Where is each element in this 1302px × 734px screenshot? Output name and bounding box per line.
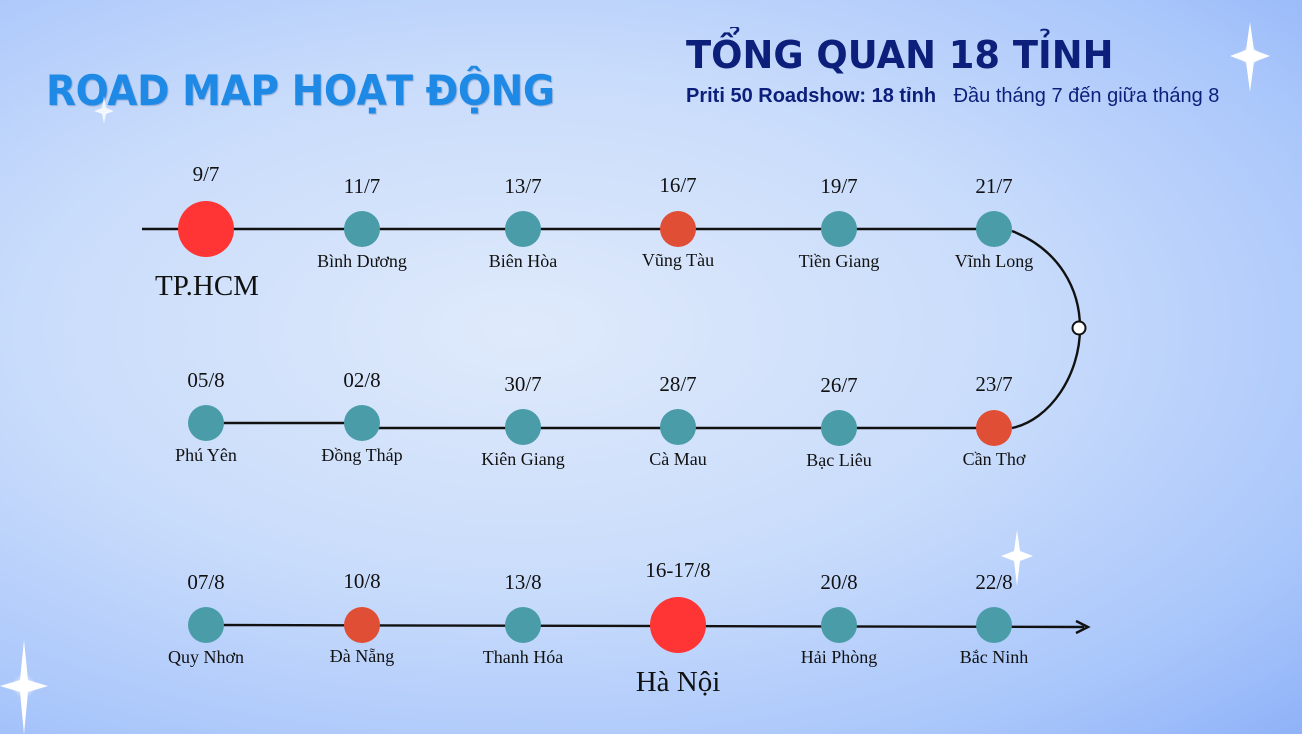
stop-marker: [188, 607, 224, 643]
stop-b-c-ninh: 22/8 Bắc Ninh: [960, 570, 1028, 667]
stop-marker: [178, 201, 234, 257]
stop-date: 9/7: [193, 162, 220, 186]
route-lines: [142, 227, 1091, 635]
stop-date: 05/8: [187, 368, 224, 392]
stop-c-mau: 28/7 Cà Mau: [649, 372, 707, 469]
stop-b-nh-d-ng: 11/7 Bình Dương: [317, 174, 407, 271]
roadshow-subtitle: Priti 50 Roadshow: 18 tỉnh: [686, 85, 937, 107]
stop-place: Thanh Hóa: [483, 647, 563, 667]
stop-marker: [344, 211, 380, 247]
stop-marker: [505, 409, 541, 445]
stop-place: Bình Dương: [317, 251, 407, 271]
stop-marker: [976, 607, 1012, 643]
period-subtitle: Đầu tháng 7 đến giữa tháng 8: [953, 85, 1220, 107]
arrow-right-icon: [1075, 619, 1091, 635]
page-title: ROAD MAP HOẠT ĐỘNG: [46, 66, 555, 115]
stop-marker: [821, 607, 857, 643]
stop-date: 30/7: [504, 372, 541, 396]
stop-v-nh-long: 21/7 Vĩnh Long: [955, 174, 1034, 271]
stop-date: 22/8: [975, 570, 1012, 594]
stop-marker: [650, 597, 706, 653]
stop-date: 26/7: [820, 373, 857, 397]
stop-place: Hà Nội: [636, 666, 721, 698]
stop-place: Phú Yên: [175, 445, 237, 465]
stop-date: 07/8: [187, 570, 224, 594]
stop-date: 16-17/8: [645, 558, 710, 582]
connector-node: [1071, 320, 1087, 336]
stop-place: TP.HCM: [155, 270, 259, 302]
stop-marker: [505, 607, 541, 643]
stop-tp-hcm: 9/7 TP.HCM: [155, 162, 259, 302]
route-line-row-2: [206, 421, 994, 430]
stop-bi-n-h-a: 13/7 Biên Hòa: [489, 174, 557, 271]
stop-date: 28/7: [659, 372, 696, 396]
stop-quy-nh-n: 07/8 Quy Nhơn: [168, 570, 244, 667]
stop-marker: [660, 211, 696, 247]
stop-date: 20/8: [820, 570, 857, 594]
stop-place: Cà Mau: [649, 449, 707, 469]
stop-date: 19/7: [820, 174, 857, 198]
stop-place: Vũng Tàu: [642, 250, 714, 270]
stop-date: 23/7: [975, 372, 1012, 396]
stop-place: Bắc Ninh: [960, 647, 1028, 667]
stop-marker: [976, 410, 1012, 446]
stop-marker: [188, 405, 224, 441]
stop-place: Bạc Liêu: [806, 450, 871, 470]
stop-marker: [505, 211, 541, 247]
stop-date: 13/7: [504, 174, 541, 198]
stop-date: 11/7: [344, 174, 381, 198]
stop-place: Hải Phòng: [801, 647, 878, 667]
stop-place: Đà Nẵng: [330, 646, 394, 666]
stop-marker: [660, 409, 696, 445]
stop-v-ng-t-u: 16/7 Vũng Tàu: [642, 173, 714, 270]
stop-place: Đồng Tháp: [321, 445, 402, 465]
stop-date: 16/7: [659, 173, 696, 197]
stop-c-n-th-: 23/7 Cần Thơ: [963, 372, 1026, 469]
stop-ti-n-giang: 19/7 Tiền Giang: [799, 174, 880, 271]
route-line-row-3: [205, 623, 1085, 629]
overview-title: TỔNG QUAN 18 TỈNH: [686, 33, 1114, 77]
stop-marker: [344, 607, 380, 643]
sparkle-icon: [1230, 22, 1270, 92]
stop-marker: [821, 410, 857, 446]
stop-thanh-h-a: 13/8 Thanh Hóa: [483, 570, 563, 667]
stop-date: 13/8: [504, 570, 541, 594]
sparkle-icon: [94, 96, 114, 124]
stop-h-n-i: 16-17/8 Hà Nội: [636, 558, 721, 698]
stop-marker: [976, 211, 1012, 247]
stop-place: Tiền Giang: [799, 251, 880, 271]
stop-place: Kiên Giang: [481, 449, 564, 469]
stop-b-c-li-u: 26/7 Bạc Liêu: [806, 373, 871, 470]
route-stops: 9/7 TP.HCM 11/7 Bình Dương 13/7 Biên Hòa 16/7 V…: [155, 162, 1033, 698]
stop--n-ng: 10/8 Đà Nẵng: [330, 569, 394, 666]
stop-place: Vĩnh Long: [955, 251, 1034, 271]
stop-date: 21/7: [975, 174, 1012, 198]
stop-ph-y-n: 05/8 Phú Yên: [175, 368, 237, 465]
stop-marker: [821, 211, 857, 247]
stop-date: 10/8: [343, 569, 380, 593]
stop--ng-th-p: 02/8 Đồng Tháp: [321, 368, 402, 465]
stop-place: Cần Thơ: [963, 449, 1026, 469]
stop-marker: [344, 405, 380, 441]
sparkle-icon: [1001, 530, 1033, 586]
stop-h-i-ph-ng: 20/8 Hải Phòng: [801, 570, 878, 667]
stop-place: Biên Hòa: [489, 251, 557, 271]
stop-ki-n-giang: 30/7 Kiên Giang: [481, 372, 564, 469]
sparkle-icon: [0, 640, 48, 734]
subtitle-row: Priti 50 Roadshow: 18 tỉnh Đầu tháng 7 đ…: [686, 85, 1219, 108]
stop-date: 02/8: [343, 368, 380, 392]
stop-place: Quy Nhơn: [168, 647, 244, 667]
